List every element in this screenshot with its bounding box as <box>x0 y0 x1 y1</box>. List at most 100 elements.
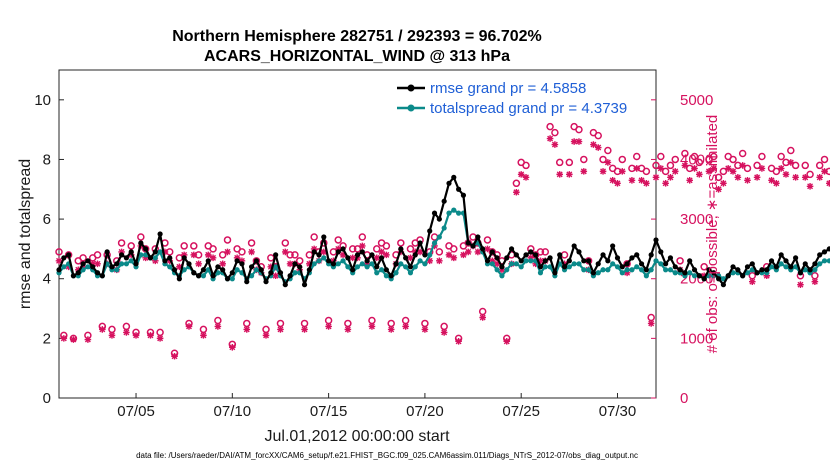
possible-point <box>291 251 299 259</box>
assimilated-point <box>344 326 352 333</box>
possible-point <box>666 161 675 170</box>
rmse-point <box>504 255 510 261</box>
rmse-point <box>157 231 163 237</box>
assimilated-point <box>368 323 376 330</box>
rmse-point <box>239 261 245 267</box>
possible-point <box>406 245 415 253</box>
possible-point <box>772 167 781 176</box>
rmse-point <box>330 261 337 267</box>
rmse-point <box>682 270 688 276</box>
totalspread-point <box>687 270 693 276</box>
assimilated-point <box>79 263 87 271</box>
possible-point <box>247 239 256 247</box>
rmse-point <box>364 258 370 264</box>
totalspread-point <box>273 264 279 270</box>
assimilated-point <box>224 248 231 256</box>
assimilated-point <box>416 248 424 256</box>
totalspread-point <box>542 264 548 270</box>
possible-point <box>373 245 381 253</box>
assimilated-point <box>267 263 275 271</box>
plot-area <box>58 69 657 399</box>
totalspread-point <box>648 267 654 273</box>
x-tick-label: 07/30 <box>599 403 637 420</box>
rmse-point <box>677 267 683 273</box>
possible-point <box>541 248 550 256</box>
rmse-point <box>735 267 741 273</box>
rmse-point <box>528 249 534 255</box>
rmse-point <box>383 267 389 273</box>
assimilated-point <box>171 352 178 360</box>
assimilated-point <box>455 338 462 345</box>
totalspread-point <box>658 261 664 267</box>
rmse-point <box>663 261 669 267</box>
rmse-point <box>335 249 341 255</box>
assimilated-point <box>190 251 198 259</box>
possible-point <box>137 233 145 241</box>
rmse-point <box>306 267 312 273</box>
possible-point <box>382 242 391 250</box>
assimilated-point <box>710 165 718 172</box>
rmse-point <box>369 252 375 258</box>
totalspread-point <box>489 261 495 267</box>
rmse-point <box>229 270 235 276</box>
assimilated-point <box>797 281 804 288</box>
rmse-point <box>345 255 351 261</box>
assimilated-point <box>450 254 458 262</box>
assimilated-point <box>349 254 356 262</box>
assimilated-point <box>801 174 809 181</box>
possible-point <box>551 128 559 137</box>
rmse-point <box>667 255 674 261</box>
assimilated-point <box>705 168 713 175</box>
totalspread-point <box>61 264 67 270</box>
possible-point <box>820 155 829 164</box>
assimilated-point <box>696 171 703 178</box>
assimilated-point <box>618 168 626 175</box>
rmse-point <box>128 249 134 255</box>
assimilated-point <box>195 260 202 268</box>
assimilated-point <box>60 335 68 342</box>
assimilated-point <box>657 165 665 172</box>
possible-point <box>815 161 824 170</box>
assimilated-point <box>821 168 828 175</box>
rmse-point <box>687 258 693 264</box>
rmse-point <box>605 258 611 264</box>
x-axis-ticks: 07/05 07/10 07/15 07/20 07/25 07/30 <box>117 393 636 420</box>
possible-point <box>791 161 800 170</box>
totalspread-point <box>417 258 423 264</box>
assimilated-point <box>373 254 381 262</box>
rmse-point <box>133 261 139 267</box>
assimilated-point <box>527 254 535 262</box>
rmse-point <box>123 255 130 261</box>
rmse-point <box>427 228 433 234</box>
possible-point <box>623 260 631 268</box>
rmse-point <box>749 261 755 267</box>
assimilated-point <box>330 257 337 265</box>
rmse-point <box>715 276 722 282</box>
rmse-point <box>273 252 279 258</box>
rmse-point <box>326 258 332 264</box>
rmse-point <box>268 270 274 276</box>
assimilated-point <box>594 144 602 151</box>
possible-point <box>348 245 357 253</box>
totalspread-point <box>629 267 635 273</box>
rmse-point <box>561 264 568 270</box>
assimilated-point <box>286 260 294 268</box>
rmse-point <box>147 255 154 261</box>
rmse-point <box>321 234 327 240</box>
totalspread-point <box>157 249 163 255</box>
assimilated-point <box>590 141 597 148</box>
rmse-point <box>263 279 269 285</box>
assimilated-point <box>532 260 539 268</box>
assimilated-point <box>599 168 607 175</box>
rmse-point <box>61 255 67 261</box>
rmse-point <box>398 246 404 252</box>
possible-point <box>714 173 723 182</box>
rmse-point <box>793 255 799 261</box>
assimilated-point <box>440 329 448 336</box>
rmse-point <box>200 267 207 273</box>
possible-point <box>801 161 809 170</box>
possible-point <box>252 257 261 265</box>
assimilated-point <box>436 257 443 265</box>
assimilated-point <box>339 251 347 259</box>
y-right-tick-label: 1000 <box>680 330 713 347</box>
